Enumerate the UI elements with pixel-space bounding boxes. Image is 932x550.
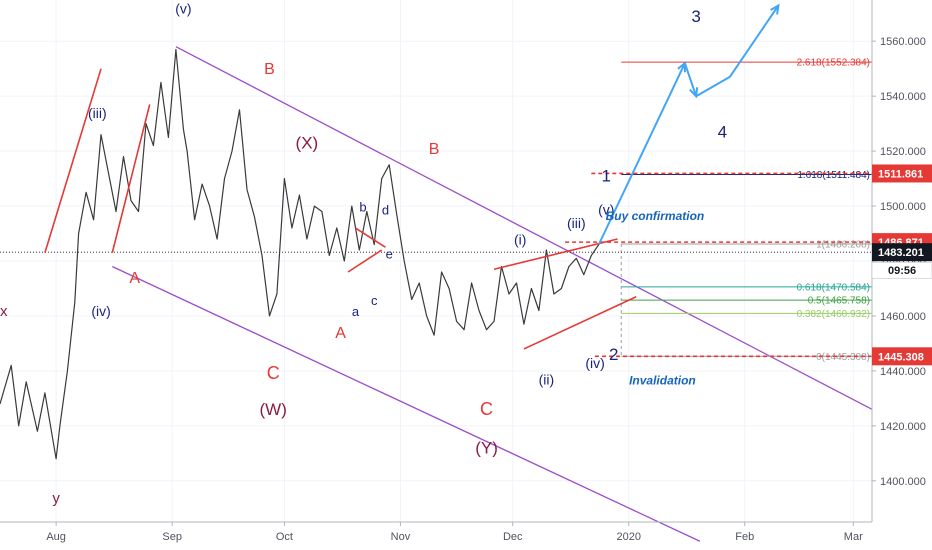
wave-label: A	[129, 270, 140, 287]
wave-label: (iv)	[585, 355, 604, 371]
annotations: Buy confirmation Invalidation	[606, 209, 705, 388]
x-tick-label: Nov	[391, 531, 411, 543]
chart-annotation: Invalidation	[629, 374, 696, 388]
x-tick-label: Feb	[735, 531, 754, 543]
fib-level-label: 1.618(1511.484)	[797, 170, 870, 181]
fib-level-label: 0.618(1470.584)	[797, 282, 870, 293]
countdown-label: 09:56	[888, 265, 916, 277]
y-tick-label: 1520.000	[880, 146, 926, 158]
fib-levels: 2.618(1552.384) 1.618(1511.484) 1(1486.208…	[0, 58, 872, 363]
channel-line	[111, 265, 701, 542]
channel-lines	[111, 46, 873, 542]
price-line	[0, 48, 600, 460]
wedge-line	[355, 227, 386, 248]
wave-label: C	[267, 363, 280, 383]
wedge-lines	[44, 68, 637, 350]
wave-label: (i)	[514, 232, 526, 248]
wave-label: (X)	[296, 133, 319, 152]
projection-arrowhead	[689, 87, 699, 99]
wedge-line	[523, 295, 637, 350]
x-tick-label: Dec	[503, 531, 523, 543]
wave-label: (v)	[175, 1, 191, 17]
y-tick-label: 1460.000	[880, 311, 926, 323]
price-series	[0, 48, 600, 460]
grid	[0, 0, 872, 522]
projection-path	[597, 3, 780, 245]
wave-label: B	[264, 61, 275, 78]
wave-label: e	[386, 246, 393, 261]
x-axis-ticks[interactable]: Aug Sep Oct Nov Dec 2020 Feb Mar	[46, 522, 863, 543]
wave-label: (iii)	[567, 215, 586, 231]
wave-label: (iii)	[88, 105, 107, 121]
fib-level-label: 1(1486.208)	[816, 239, 870, 250]
fib-level-label: 0.382(1460.932)	[797, 309, 870, 320]
wedge-line	[493, 238, 618, 271]
wave-label: 5	[785, 0, 794, 4]
wave-label: 1	[602, 166, 611, 185]
fib-level-label: 0(1445.308)	[816, 352, 870, 363]
projection-arrowhead	[770, 3, 780, 15]
wedge-line	[44, 68, 102, 253]
wave-label: (v)	[598, 201, 614, 217]
price-tag-label: 1483.201	[878, 247, 924, 259]
fib-level-label: 2.618(1552.384)	[797, 58, 870, 69]
y-tick-label: 1400.000	[880, 476, 926, 488]
y-tick-label: 1420.000	[880, 421, 926, 433]
price-tag-box	[872, 243, 932, 262]
y-tick-label: 1440.000	[880, 366, 926, 378]
countdown-box	[871, 261, 932, 279]
wave-label: a	[352, 304, 360, 319]
wave-label: 2	[609, 345, 618, 364]
y-tick-label: 1560.000	[880, 36, 926, 48]
price-tag-box	[872, 164, 932, 183]
wave-label: d	[382, 202, 389, 217]
price-tag-label: 1511.861	[878, 168, 923, 180]
price-tag-box	[872, 347, 932, 366]
y-tick-label: 1540.000	[880, 91, 926, 103]
wave-label: (W)	[260, 400, 287, 419]
wave-label: (ii)	[539, 372, 555, 388]
channel-line	[175, 46, 873, 410]
wave-label: (iv)	[91, 303, 110, 319]
wave-label: C	[480, 399, 493, 419]
wave-labels: xy(v)(iii)(iv)ABC(W)(X)b decaABC(Y)(i)(ii…	[0, 0, 794, 507]
wedge-line	[347, 249, 383, 273]
projection-arrowhead	[677, 61, 686, 73]
x-tick-label: Aug	[46, 531, 66, 543]
price-tag-label: 1445.308	[878, 351, 924, 363]
wedge-line	[111, 104, 151, 253]
x-tick-label: Mar	[844, 531, 863, 543]
wave-label: A	[335, 325, 346, 342]
y-tick-label: 1500.000	[880, 201, 926, 213]
fib-level-label: 0.5(1465.758)	[808, 296, 870, 307]
wave-label: y	[52, 490, 60, 507]
wave-label: 4	[718, 122, 727, 141]
wave-label: B	[429, 141, 440, 158]
wave-label: b	[359, 200, 366, 215]
wave-label: 3	[691, 7, 700, 26]
x-tick-label: Sep	[162, 531, 182, 543]
wave-label: (Y)	[475, 438, 498, 457]
chart-annotation: Buy confirmation	[606, 209, 705, 223]
wave-label: c	[371, 293, 378, 308]
x-tick-label: Oct	[276, 531, 293, 543]
wave-label: x	[0, 303, 8, 320]
x-tick-label: 2020	[616, 531, 640, 543]
